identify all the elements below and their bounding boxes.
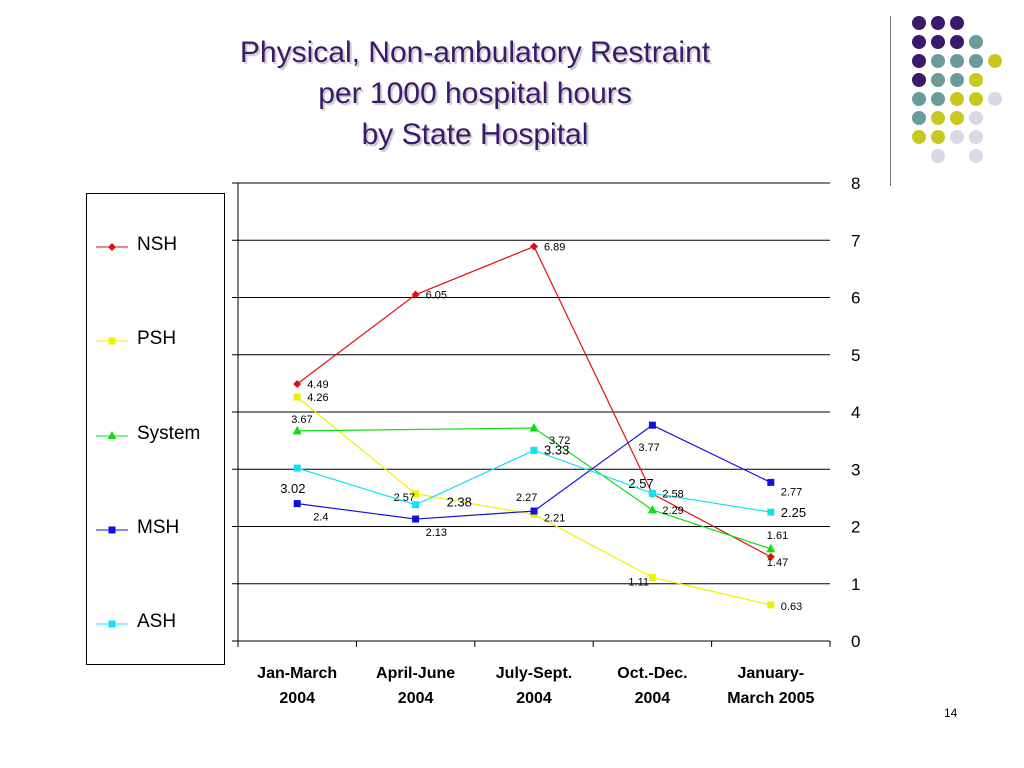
data-point-msh (293, 500, 301, 508)
series-line-msh (297, 424, 772, 520)
data-point-msh (648, 421, 656, 429)
legend-label-psh: PSH (137, 328, 177, 349)
data-point-ash (648, 489, 656, 497)
legend-item-system: System (95, 421, 223, 451)
data-point-ash (767, 508, 775, 516)
data-label-system: 3.72 (549, 435, 570, 447)
page-number: 14 (944, 706, 958, 720)
chart-legend: NSH PSH System MSH ASH (86, 193, 225, 665)
data-point-psh (293, 393, 301, 401)
data-label-msh: 2.27 (516, 492, 537, 504)
data-point-nsh (411, 290, 420, 299)
data-point-psh (412, 490, 420, 498)
data-point-ash (293, 464, 301, 472)
data-label-nsh: 6.05 (426, 290, 447, 302)
data-label-psh: 0.63 (781, 601, 802, 613)
x-tick-label: Jan-March (257, 665, 337, 682)
legend-item-psh: PSH (95, 326, 223, 356)
data-label-ash: 2.58 (662, 488, 683, 500)
legend-marker-msh (96, 526, 128, 534)
y-tick-label: 5 (851, 346, 860, 365)
data-label-msh: 2.77 (781, 486, 802, 498)
y-tick-label: 4 (851, 403, 860, 422)
slide-title: Physical, Non-ambulatory Restraint per 1… (150, 32, 800, 155)
decorative-divider (890, 16, 891, 186)
data-label-nsh: 4.49 (307, 379, 328, 391)
data-label-psh: 1.11 (628, 576, 649, 588)
y-tick-label: 1 (851, 575, 860, 594)
data-label-msh: 3.77 (638, 442, 659, 454)
x-tick-label: Oct.-Dec. (617, 665, 687, 682)
data-point-system (292, 425, 302, 435)
data-point-nsh (293, 379, 302, 388)
data-label-nsh: 1.47 (767, 557, 788, 569)
title-line-3: by State Hospital (361, 118, 589, 151)
x-tick-label: March 2005 (727, 690, 814, 707)
y-tick-label: 3 (851, 460, 860, 479)
data-label-ash: 3.02 (280, 481, 305, 496)
data-label-psh: 4.26 (307, 392, 328, 404)
data-label-system: 3.67 (291, 414, 312, 426)
data-label-ash: 3.33 (544, 442, 569, 457)
legend-label-ash: ASH (137, 611, 177, 632)
data-label-system: 2.29 (662, 505, 683, 517)
data-point-system (766, 543, 776, 553)
y-tick-label: 6 (851, 289, 860, 308)
legend-marker-system (96, 431, 128, 439)
y-tick-label: 7 (851, 231, 860, 250)
y-tick-label: 2 (851, 518, 860, 537)
data-label-ash: 2.38 (447, 495, 472, 510)
data-label-psh: 2.21 (544, 512, 565, 524)
data-point-ash (530, 446, 538, 454)
data-point-nsh (530, 242, 538, 251)
data-point-msh (412, 515, 420, 523)
data-point-nsh (766, 552, 775, 561)
legend-marker-psh (96, 337, 128, 345)
title-line-2: per 1000 hospital hours (318, 77, 632, 110)
data-label-psh: 2.57 (394, 492, 415, 504)
legend-label-msh: MSH (137, 517, 180, 538)
y-tick-label: 0 (851, 632, 860, 651)
title-line-1: Physical, Non-ambulatory Restraint (239, 36, 711, 69)
legend-label-nsh: NSH (137, 234, 178, 255)
series-line-system (297, 427, 771, 550)
data-point-msh (530, 507, 538, 515)
data-label-nsh: 6.89 (544, 242, 565, 254)
x-tick-label: January- (737, 665, 804, 682)
x-tick-label: 2004 (516, 690, 552, 707)
data-point-msh (767, 478, 775, 486)
y-tick-label: 8 (851, 174, 860, 193)
x-tick-label: July-Sept. (496, 665, 572, 682)
data-point-psh (648, 573, 656, 581)
data-label-ash: 2.25 (781, 505, 806, 520)
data-point-psh (767, 601, 775, 609)
legend-item-msh: MSH (95, 515, 223, 545)
x-tick-label: April-June (376, 665, 455, 682)
x-tick-label: 2004 (398, 690, 434, 707)
legend-item-nsh: NSH (95, 232, 223, 262)
legend-label-system: System (137, 423, 201, 444)
data-point-system (529, 423, 539, 432)
data-point-ash (412, 501, 420, 509)
legend-marker-nsh (96, 243, 128, 251)
legend-marker-ash (96, 620, 128, 628)
data-label-msh: 2.13 (426, 527, 447, 539)
legend-item-ash: ASH (95, 609, 223, 639)
data-point-system (647, 504, 657, 514)
x-tick-label: 2004 (279, 690, 315, 707)
x-tick-label: 2004 (635, 690, 671, 707)
data-label-system: 1.61 (767, 530, 788, 542)
data-label-msh: 2.4 (313, 512, 328, 524)
